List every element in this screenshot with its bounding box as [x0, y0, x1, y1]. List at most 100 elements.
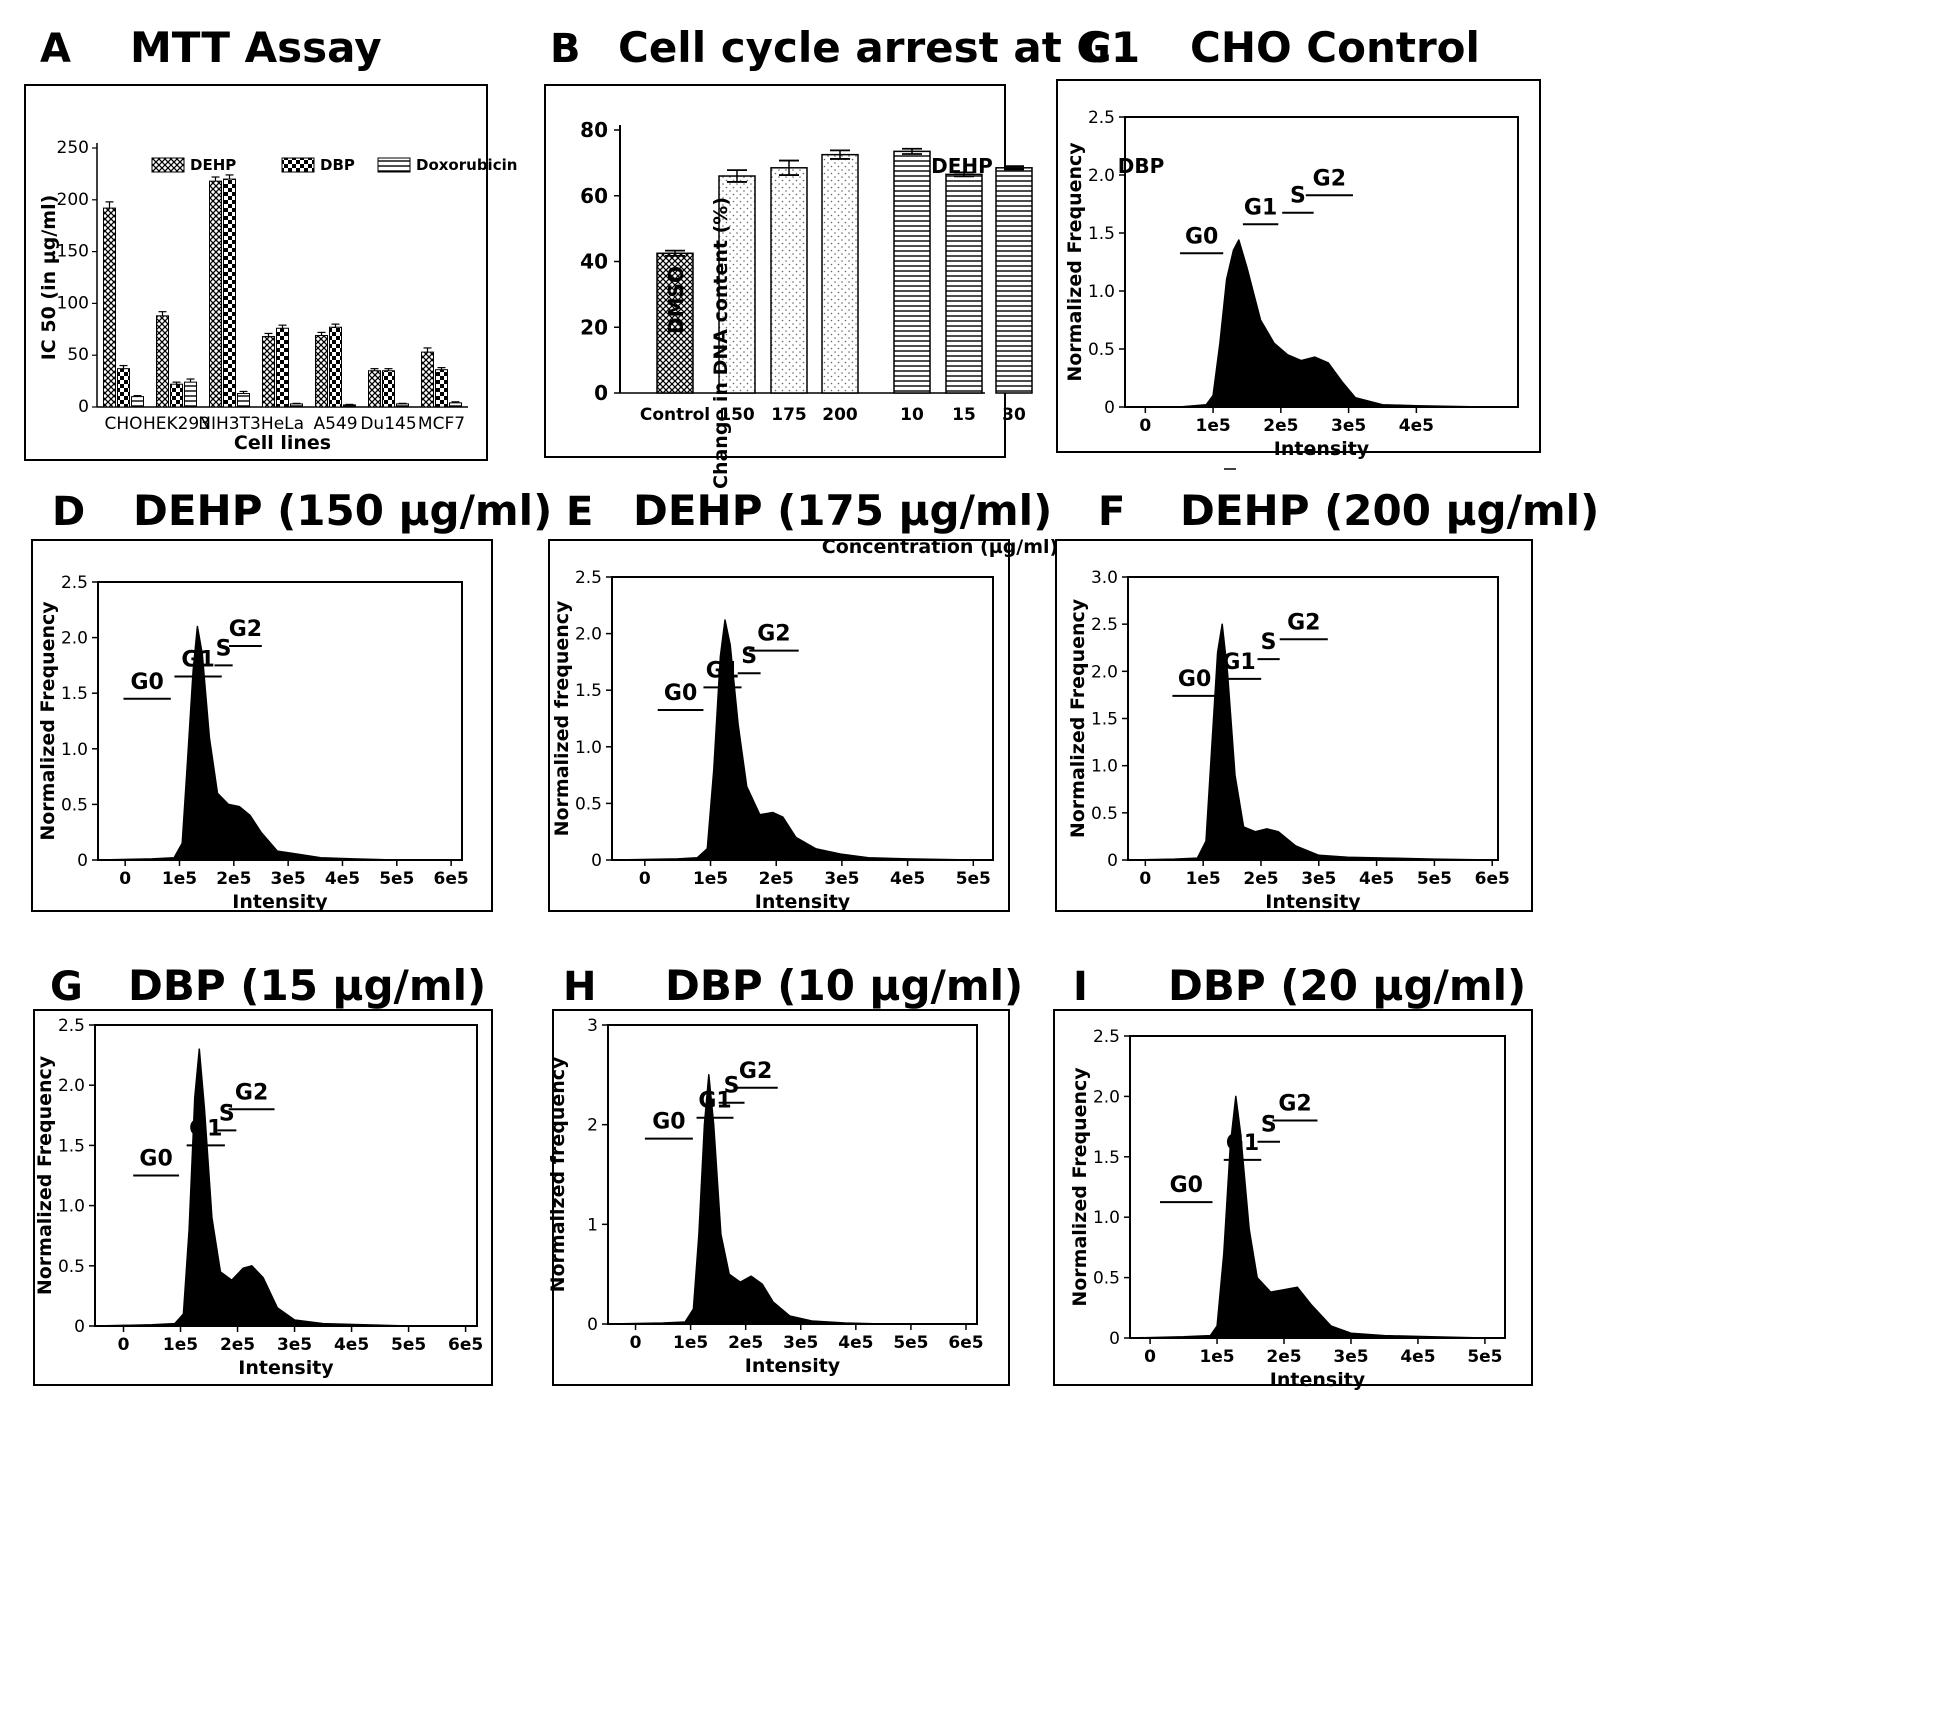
y-tick-label: 250 [57, 138, 89, 158]
x-tick-label: 3e5 [1331, 416, 1366, 436]
x-tick-label: 4e5 [1400, 1347, 1435, 1367]
x-axis-label: Intensity [1270, 1369, 1366, 1391]
phase-label-g0: G0 [1185, 224, 1218, 249]
y-tick-label: 40 [580, 250, 608, 274]
legend-swatch [377, 157, 411, 173]
y-axis-label: IC 50 (in µg/ml) [38, 195, 60, 361]
y-tick-label: 0.5 [61, 795, 88, 815]
x-tick-label: 4e5 [334, 1335, 369, 1355]
x-tick-label: 6e5 [434, 869, 469, 889]
bar [184, 381, 197, 408]
bar [223, 178, 236, 408]
phase-label-g0: G0 [664, 681, 697, 706]
x-axis-label: Intensity [1274, 438, 1370, 460]
y-tick-label: 1.0 [61, 740, 88, 760]
x-tick-label: 4e5 [325, 869, 360, 889]
panel-frame [1055, 539, 1533, 912]
phase-label-g1: G1 [1226, 1131, 1259, 1156]
panel-title: DEHP (150 µg/ml) [133, 486, 552, 535]
x-tick-label: HEK293 [143, 414, 210, 434]
y-tick-label: 1.0 [1088, 282, 1115, 302]
x-axis-label: Intensity [232, 891, 328, 913]
x-tick-label: 1e5 [162, 869, 197, 889]
x-axis-label: Intensity [745, 1355, 841, 1377]
phase-label-g1: G1 [1222, 650, 1255, 675]
panel-letter: H [563, 964, 596, 1010]
plot-area [611, 576, 994, 861]
x-tick-label: 3e5 [1301, 869, 1336, 889]
x-tick-label: 2e5 [220, 1335, 255, 1355]
histogram-d: 0 1e5 2e5 3e5 4e5 5e5 6e5 0 0.5 1.0 1.5 2.0 2.5 Inten… [37, 573, 469, 913]
y-tick-label: 3.0 [1091, 568, 1118, 588]
bar [421, 351, 434, 408]
bar [131, 396, 144, 408]
legend-swatch [151, 157, 185, 173]
phase-label-g1: G1 [706, 658, 739, 683]
bar [170, 383, 183, 408]
y-axis-label: Normalized frequency [551, 600, 573, 836]
phase-label-g2: G2 [1313, 166, 1346, 191]
x-tick-label: Du145 [360, 414, 416, 434]
y-tick-label: 1.0 [575, 738, 602, 758]
histogram-area [1124, 239, 1485, 408]
x-tick-label: 5e5 [391, 1335, 426, 1355]
panel-frame [24, 84, 488, 461]
phase-label-g0: G0 [1178, 667, 1211, 692]
y-tick-label: 2.5 [1093, 1027, 1120, 1047]
panel-frame [548, 539, 1010, 912]
x-tick-label: 5e5 [893, 1333, 928, 1353]
bar [821, 153, 859, 394]
x-tick-label: 2e5 [1263, 416, 1298, 436]
x-tick-label: 3e5 [783, 1333, 818, 1353]
y-tick-label: 2 [587, 1116, 598, 1136]
legend-swatch [281, 157, 315, 173]
y-axis-label: Normalized Frequency [1064, 142, 1086, 382]
x-tick-label: 1e5 [1186, 869, 1221, 889]
x-axis-label: Intensity [755, 891, 851, 913]
phase-label-g2: G2 [739, 1059, 772, 1084]
panel-title: DEHP (175 µg/ml) [633, 486, 1052, 535]
phase-label-g2: G2 [1278, 1092, 1311, 1117]
histogram-g: 0 1e5 2e5 3e5 4e5 5e5 6e5 0 0.5 1.0 1.5 2.0 2.5 Inten… [34, 1016, 483, 1379]
legend-label: DEHP [190, 156, 236, 174]
x-tick-label: 0 [118, 1335, 130, 1355]
y-tick-label: 0 [77, 851, 88, 871]
y-tick-label: 2.0 [1091, 662, 1118, 682]
phase-label-g2: G2 [1287, 610, 1320, 635]
x-tick-label: 3e5 [277, 1335, 312, 1355]
histogram-area [97, 625, 452, 861]
histogram-e: 0 1e5 2e5 3e5 4e5 5e5 0 0.5 1.0 1.5 2.0 2.5 Intensit… [551, 568, 994, 913]
histogram-f: 0 1e5 2e5 3e5 4e5 5e5 6e5 0 0.5 1.0 1.5 2.0 2.5 3.0 In… [1067, 568, 1510, 913]
panel-frame [1056, 79, 1541, 453]
bar [449, 402, 462, 408]
x-tick-label: 6e5 [948, 1333, 983, 1353]
bar-chart-b: 0 20 40 60 80 Control 150 175 200 10 15 30 DMSO DEHP D… [580, 118, 1236, 558]
group-label-dmso: DMSO [664, 266, 688, 334]
y-tick-label: 1.0 [1093, 1208, 1120, 1228]
phase-label-g0: G0 [652, 1110, 685, 1135]
phase-label-s: S [1261, 1113, 1277, 1138]
x-tick-label: 10 [900, 405, 924, 425]
y-tick-label: 0 [587, 1315, 598, 1335]
y-tick-label: 100 [57, 293, 89, 313]
panel-title: MTT Assay [130, 23, 382, 72]
x-tick-label: HeLa [261, 414, 304, 434]
panel-letter: G [50, 964, 83, 1010]
phase-label-g1: G1 [181, 648, 214, 673]
y-tick-label: 1.5 [575, 681, 602, 701]
x-tick-label: 6e5 [1475, 869, 1510, 889]
x-axis-label: Cell lines [234, 432, 331, 454]
bar [209, 180, 222, 408]
x-tick-label: 1e5 [673, 1333, 708, 1353]
phase-label-s: S [219, 1101, 235, 1126]
bar [237, 393, 250, 408]
x-tick-label: A549 [313, 414, 357, 434]
panel-title: Cell cycle arrest at G1 [618, 23, 1140, 72]
y-axis-label: Change in DNA content (%) [710, 197, 732, 489]
y-tick-label: 0.5 [1088, 340, 1115, 360]
phase-label-g1: G1 [189, 1116, 222, 1141]
x-tick-label: 5e5 [379, 869, 414, 889]
x-axis-label: Intensity [1265, 891, 1361, 913]
x-tick-label: 2e5 [759, 869, 794, 889]
